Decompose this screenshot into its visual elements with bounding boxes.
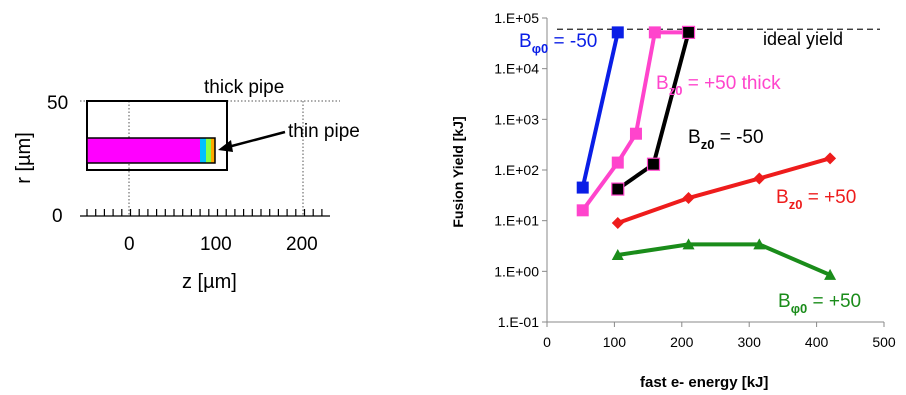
z-axis-label: z [µm] — [182, 271, 237, 293]
series-1 — [576, 26, 695, 217]
y-tick-label: 1.E+05 — [494, 10, 539, 26]
series-label-3: Bz0 = +50 — [776, 187, 856, 212]
data-point — [611, 182, 625, 196]
series-layer — [576, 25, 837, 280]
thin-pipe-box — [86, 137, 216, 164]
thin-pipe-fill — [87, 138, 207, 163]
r-tick-50: 50 — [47, 93, 68, 114]
series-line — [617, 242, 831, 277]
data-point — [824, 152, 837, 165]
series-0 — [576, 26, 624, 194]
data-point — [576, 181, 589, 194]
x-tick-label: 500 — [872, 334, 896, 350]
y-tick-label: 1.E+00 — [494, 263, 539, 279]
data-point — [646, 157, 661, 171]
thin-pipe-edge-cyan — [200, 138, 206, 163]
y-tick-label: 1.E+03 — [494, 111, 539, 127]
series-line — [580, 31, 620, 189]
r-axis-label: r [µm] — [13, 132, 35, 184]
data-point — [629, 127, 642, 140]
x-tick-label: 300 — [738, 334, 762, 350]
y-tick-label: 1.E+02 — [494, 162, 539, 178]
thin-pipe-edge-orange — [211, 138, 215, 163]
x-axis-label: fast e- energy [kJ] — [640, 374, 768, 391]
r-tick-0: 0 — [52, 206, 63, 227]
data-point — [753, 238, 766, 250]
series-label-0: Bφ0 = -50 — [519, 31, 597, 56]
y-tick-labels: 1.E+05 1.E+04 1.E+03 1.E+02 1.E+01 1.E+00 1.E-… — [494, 10, 547, 330]
thick-pipe-label: thick pipe — [204, 77, 284, 98]
series-label-1: Bz0 = +50 thick — [656, 73, 781, 98]
thin-pipe-label: thin pipe — [288, 121, 360, 142]
x-tick-label: 100 — [603, 334, 627, 350]
y-tick-label: 1.E+04 — [494, 61, 539, 77]
data-point — [824, 268, 837, 280]
x-tick-label: 400 — [805, 334, 829, 350]
data-point — [681, 25, 696, 39]
series-4 — [611, 238, 837, 280]
y-axis-label: Fusion Yield [kJ] — [450, 116, 466, 227]
z-tick-100: 100 — [200, 234, 232, 255]
series-label-4: Bφ0 = +50 — [778, 291, 861, 316]
thick-pipe-box — [86, 100, 228, 171]
y-tick-label: 1.E-01 — [498, 314, 539, 330]
z-axis-minor-ticks — [86, 209, 323, 216]
x-tick-label: 0 — [543, 334, 551, 350]
thin-pipe-arrow-line — [227, 130, 286, 149]
thin-pipe-edge-green — [206, 138, 211, 163]
data-point — [611, 156, 624, 169]
ideal-yield-label: ideal yield — [763, 29, 843, 49]
x-tick-label: 200 — [670, 334, 694, 350]
thin-pipe-arrow-head — [218, 140, 233, 152]
series-line — [617, 156, 831, 225]
data-point — [611, 26, 624, 39]
z-tick-0: 0 — [124, 234, 135, 255]
data-point — [611, 216, 624, 229]
data-point — [648, 26, 661, 39]
series-labels: Bφ0 = -50 Bz0 = +50 thick Bz0 = -50 Bz0 = +… — [519, 31, 861, 316]
series-label-2: Bz0 = -50 — [688, 127, 764, 152]
data-point — [682, 238, 695, 250]
z-tick-200: 200 — [286, 234, 318, 255]
series-2 — [611, 25, 696, 196]
x-tick-labels: 0 100 200 300 400 500 — [543, 322, 896, 350]
data-point — [682, 192, 695, 205]
pipe-schematic-panel: thick pipe thin pipe 50 0 0 100 200 z [µ… — [13, 77, 360, 293]
series-3 — [611, 152, 837, 229]
y-tick-label: 1.E+01 — [494, 213, 539, 229]
data-point — [753, 172, 766, 185]
fusion-yield-chart: 1.E+05 1.E+04 1.E+03 1.E+02 1.E+01 1.E+00 1.E-… — [450, 10, 896, 391]
data-point — [576, 204, 589, 217]
data-point — [611, 249, 624, 261]
